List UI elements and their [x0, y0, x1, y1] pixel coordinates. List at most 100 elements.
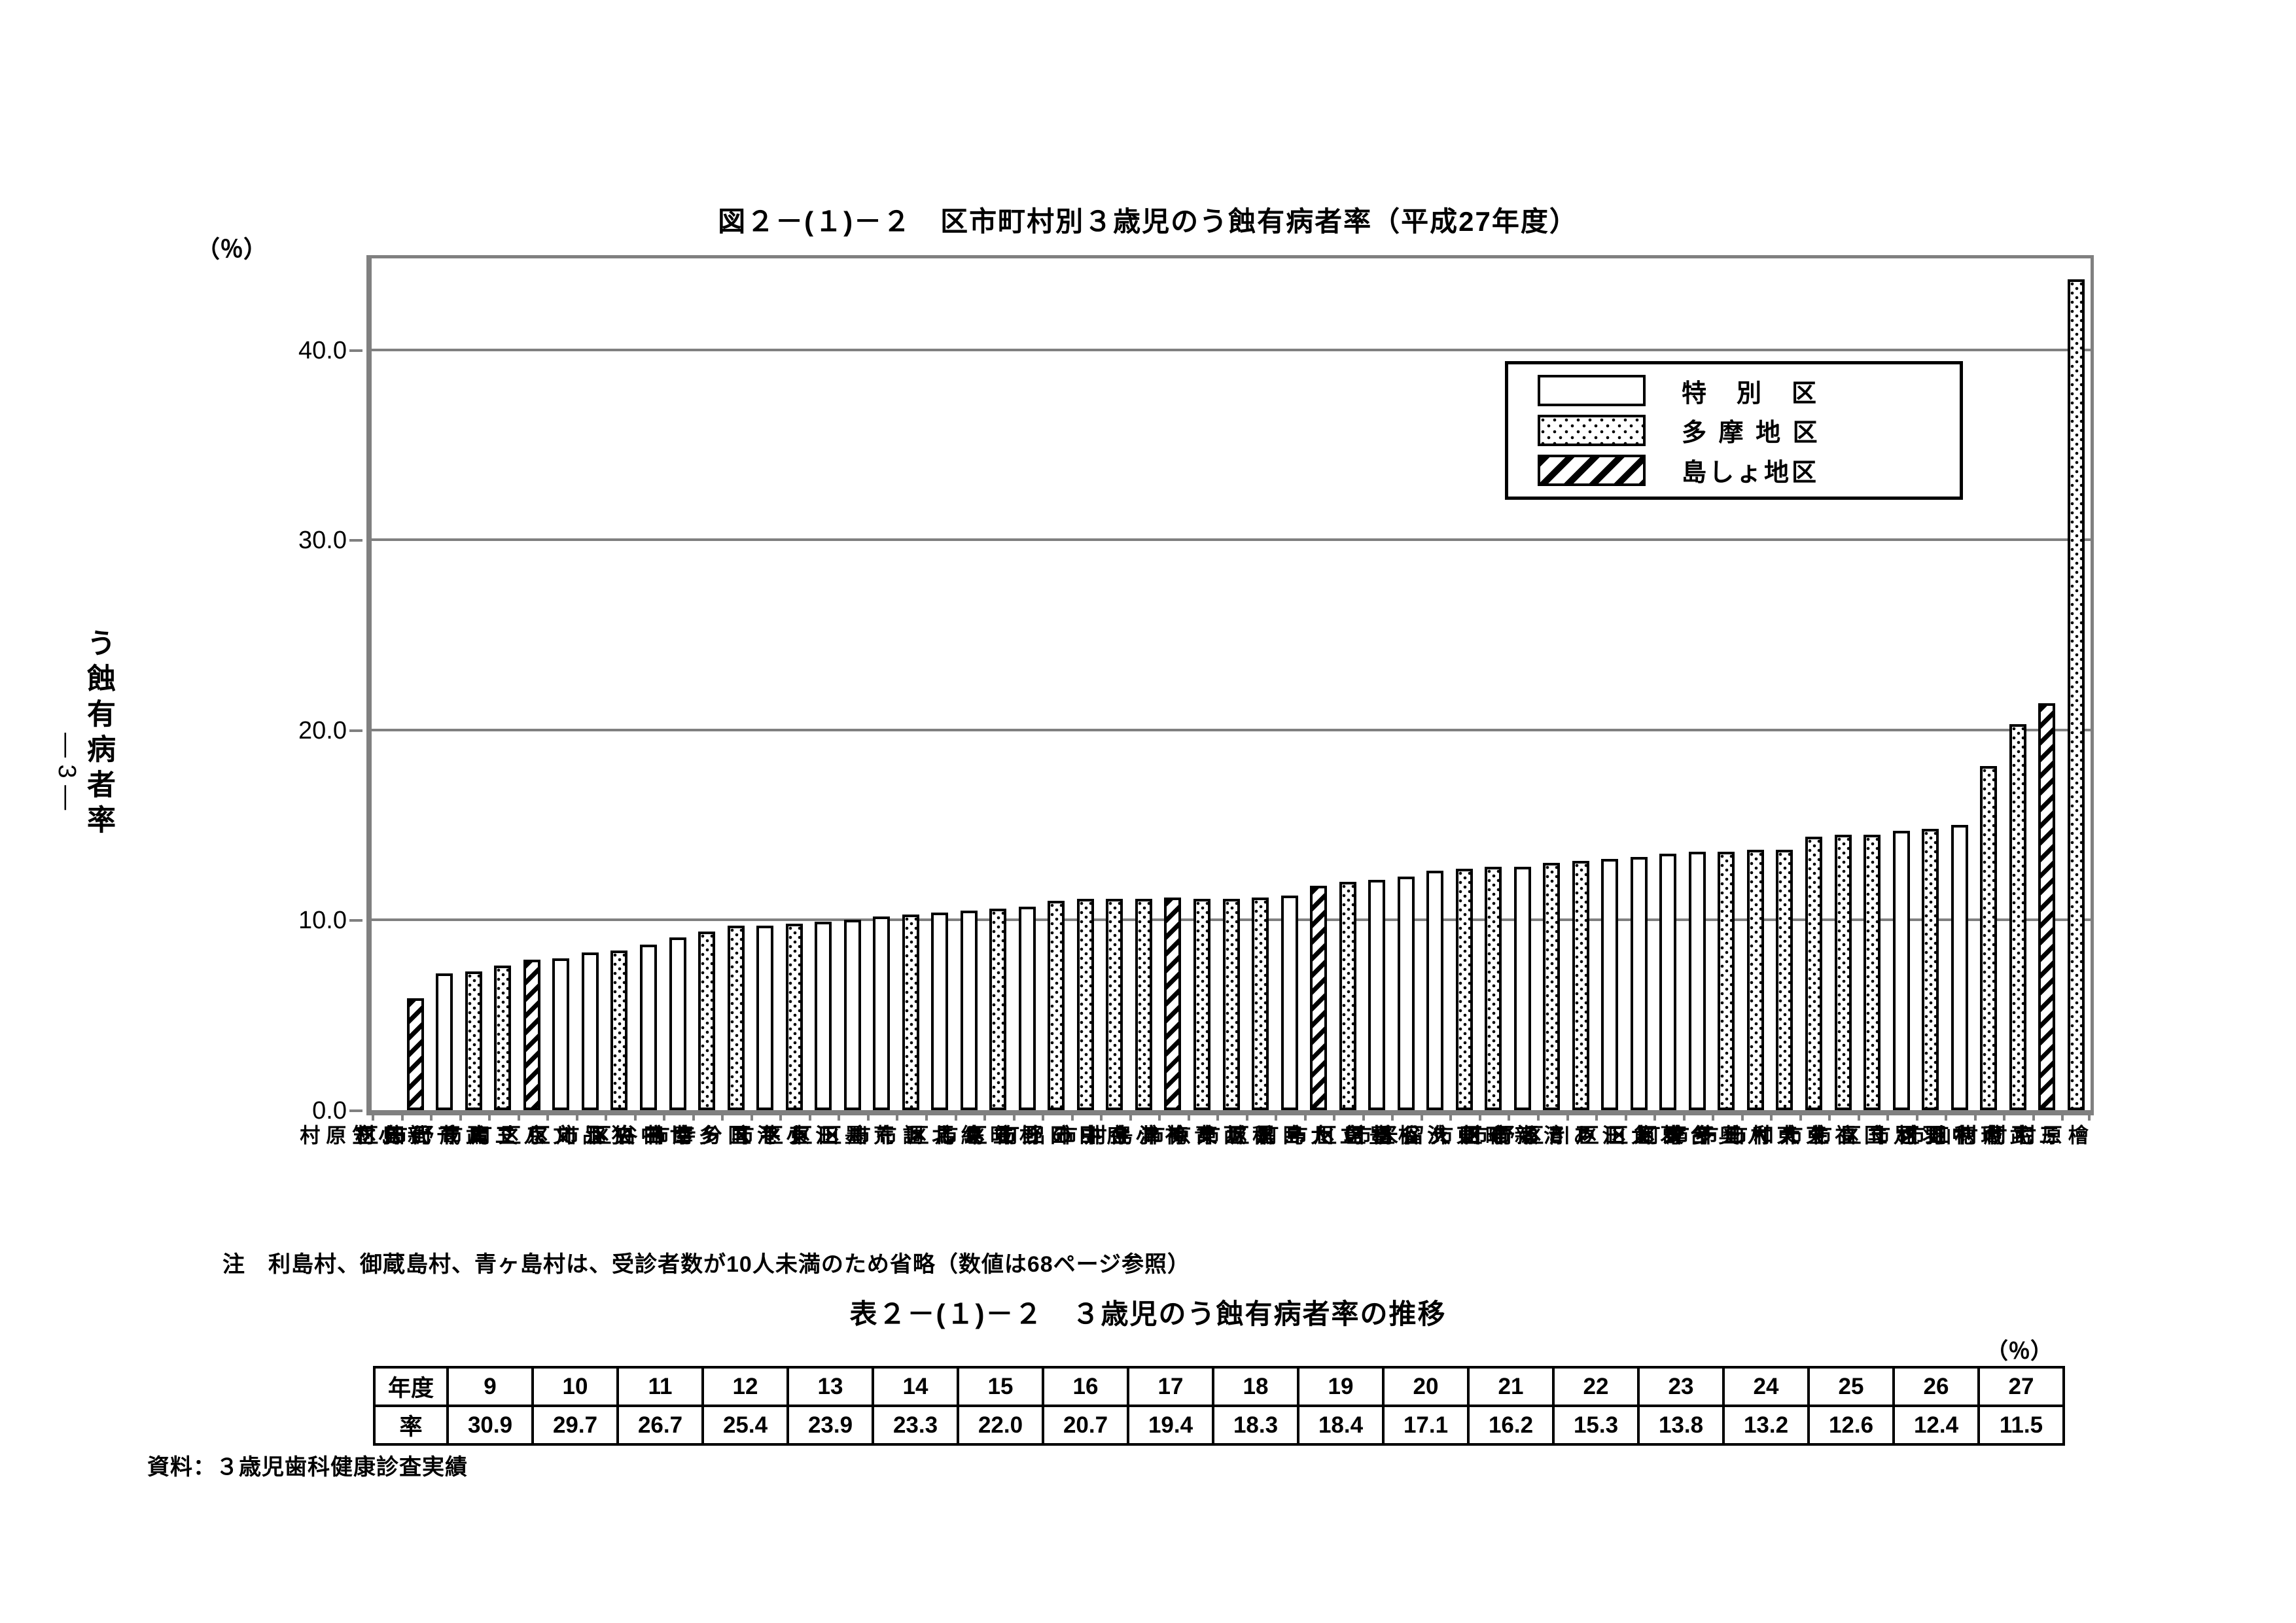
table-year-27: 27: [1977, 1366, 2065, 1407]
bar-昭島市: [989, 908, 1007, 1110]
x-axis-tick: [1595, 1110, 1598, 1121]
x-label-立川市: 立川市: [1284, 1125, 1360, 1145]
x-axis-tick: [1799, 1110, 1802, 1121]
x-label-神津島村: 神津島村: [1083, 1125, 1185, 1145]
x-label-台東区: 台東区: [1633, 1125, 1709, 1145]
bar-港区: [756, 926, 774, 1110]
table-rate-26.7: 26.7: [616, 1405, 704, 1446]
bar-狛江市: [610, 950, 628, 1110]
bar-西東京市: [1222, 899, 1240, 1110]
table-rowhead-year: 年度: [373, 1366, 449, 1407]
y-axis-tick: [349, 729, 362, 732]
table-rowhead-rate: 率: [373, 1405, 449, 1446]
x-axis-tick: [1391, 1110, 1394, 1121]
x-axis-tick: [1042, 1110, 1045, 1121]
bar-神津島村: [1164, 897, 1182, 1110]
table-rate-12.6: 12.6: [1807, 1405, 1895, 1446]
x-axis-tick: [866, 1110, 870, 1121]
x-axis-tick: [1245, 1110, 1248, 1121]
x-axis-tick: [2003, 1110, 2006, 1121]
table-year-22: 22: [1552, 1366, 1640, 1407]
y-tick-label-20.0: 20.0: [298, 716, 347, 744]
y-axis-tick-marks: [349, 259, 362, 1112]
legend-label: 多 摩 地 区: [1682, 419, 1820, 447]
bar-八丈町: [523, 960, 540, 1110]
x-label-国立市: 国立市: [1809, 1125, 1884, 1145]
table-rate-11.5: 11.5: [1977, 1405, 2065, 1446]
x-axis-tick: [1333, 1110, 1336, 1121]
y-axis-tick: [349, 539, 362, 542]
x-axis-tick: [546, 1110, 550, 1121]
x-label-文京区: 文京区: [497, 1125, 573, 1145]
x-axis-tick: [1828, 1110, 1831, 1121]
x-label-中野区: 中野区: [1896, 1125, 1971, 1145]
bar-小金井市: [1135, 899, 1152, 1110]
y-axis-tick: [349, 349, 362, 352]
trend-table: 年度 9 10 11 12 13 14 15 16 17 18 19 20 21 22 23 24 25 26 27 率…: [373, 1366, 2065, 1446]
x-axis-tick: [896, 1110, 899, 1121]
x-axis-tick: [1275, 1110, 1278, 1121]
legend-label: 島しょ地区: [1682, 459, 1820, 487]
bar-町田市: [1485, 867, 1502, 1110]
legend-swatch-plain: [1538, 375, 1646, 407]
x-axis-tick: [633, 1110, 637, 1121]
y-axis-title: う蝕有病者率: [82, 628, 115, 840]
table-year-25: 25: [1807, 1366, 1895, 1407]
x-label-東村山市: 東村山市: [1695, 1125, 1797, 1145]
x-axis-tick: [605, 1110, 608, 1121]
table-rate-13.2: 13.2: [1722, 1405, 1810, 1446]
x-label-町田市: 町田市: [1430, 1125, 1506, 1145]
bar-武蔵野市: [465, 971, 482, 1110]
table-rate-19.4: 19.4: [1127, 1405, 1214, 1446]
table-year-14: 14: [872, 1366, 959, 1407]
x-axis-tick: [1945, 1110, 1948, 1121]
x-label-府中市: 府中市: [1051, 1125, 1127, 1145]
x-label-千代田区: 千代田区: [355, 1125, 457, 1145]
x-label-八丈町: 八丈町: [468, 1125, 544, 1145]
x-label-昭島市: 昭島市: [934, 1125, 1010, 1145]
bar-調布市: [902, 914, 919, 1110]
x-label-渋谷区: 渋谷区: [1371, 1125, 1447, 1145]
x-axis-tick: [1624, 1110, 1627, 1121]
bar-大田区: [1630, 857, 1648, 1110]
y-axis-tick: [349, 1109, 362, 1112]
x-label-武蔵野市: 武蔵野市: [383, 1125, 486, 1145]
bar-北区: [931, 912, 949, 1110]
x-label-狛江市: 狛江市: [556, 1125, 631, 1145]
x-label-板橋区: 板橋区: [1342, 1125, 1418, 1145]
x-axis-tick: [400, 1110, 404, 1121]
x-axis-tick: [1100, 1110, 1103, 1121]
x-label-北区: 北区: [902, 1125, 952, 1145]
bar-墨田区: [843, 920, 861, 1110]
x-axis-tick: [721, 1110, 724, 1121]
y-axis-unit-label: （％）: [196, 236, 268, 262]
bar-檜原村: [2067, 279, 2085, 1110]
table-year-23: 23: [1637, 1366, 1725, 1407]
x-axis-tick: [1187, 1110, 1190, 1121]
bar-福生市: [1834, 834, 1852, 1110]
bar-文京区: [552, 958, 570, 1110]
table-rate-20.7: 20.7: [1042, 1405, 1129, 1446]
x-axis-tick: [1362, 1110, 1365, 1121]
x-label-小金井市: 小金井市: [1053, 1125, 1156, 1145]
y-tick-label-10.0: 10.0: [298, 907, 347, 935]
table-year-9: 9: [446, 1366, 534, 1407]
x-label-清瀬市: 清瀬市: [1488, 1125, 1564, 1145]
x-label-江戸川区: 江戸川区: [1520, 1125, 1622, 1145]
x-label-品川区: 品川区: [526, 1125, 602, 1145]
gridline-30: [372, 538, 2091, 542]
legend-item-dots: 多 摩 地 区: [1508, 412, 1960, 448]
table-rate-29.7: 29.7: [531, 1405, 619, 1446]
x-axis-tick: [488, 1110, 491, 1121]
x-label-奥多摩町: 奥多摩町: [1636, 1125, 1739, 1145]
bar-葛飾区: [1659, 853, 1677, 1110]
x-label-青梅市: 青梅市: [1138, 1125, 1214, 1145]
x-axis-tick: [517, 1110, 520, 1121]
x-axis-tick: [1857, 1110, 1860, 1121]
x-axis-tick: [779, 1110, 783, 1121]
x-axis-tick: [2032, 1110, 2035, 1121]
table-year-16: 16: [1042, 1366, 1129, 1407]
x-label-荒川区: 荒川区: [818, 1125, 894, 1145]
bar-日の出町: [1076, 899, 1094, 1110]
